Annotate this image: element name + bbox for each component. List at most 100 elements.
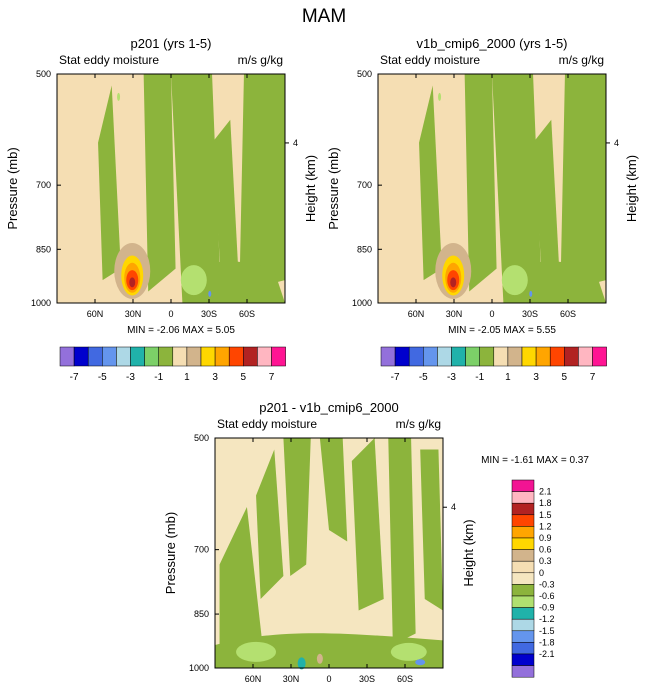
contour-region-negative [180, 265, 207, 296]
x-tick-label: 30S [522, 309, 538, 319]
colorbar-label: -1 [475, 372, 484, 383]
colorbar-swatch [73, 346, 89, 367]
contour-region-negative [212, 119, 240, 292]
y-tick-label: 1000 [189, 663, 209, 673]
colorbar-swatch [511, 479, 535, 492]
contour-region-negative [117, 92, 121, 101]
contour-region-negative [388, 438, 416, 645]
contour-region-negative [215, 633, 443, 668]
colorbar-label: 3 [533, 372, 539, 383]
x-tick-label: 60N [87, 309, 104, 319]
y-axis-label: Pressure (mb) [5, 147, 20, 229]
colorbar-label: 1 [505, 372, 511, 383]
contour-region-negative [415, 659, 426, 666]
contour-region-negative [283, 438, 311, 576]
colorbar-swatch [380, 346, 396, 367]
panel-v1b: v1b_cmip6_2000 (yrs 1-5) Stat eddy moistu… [326, 36, 639, 336]
panel-right-label: m/s g/kg [238, 53, 283, 67]
colorbar-label: 7 [590, 372, 596, 383]
contour-region-negative [98, 85, 121, 281]
colorbar-swatch [511, 560, 535, 574]
panel-title: v1b_cmip6_2000 (yrs 1-5) [416, 36, 567, 51]
contour-region-negative [351, 438, 384, 611]
colorbar-label: -1.5 [539, 626, 555, 636]
colorbar-swatch [493, 346, 509, 367]
y-tick-label: 500 [194, 433, 209, 443]
y2-axis-label: Height (km) [303, 155, 318, 222]
contour-region-negative [492, 74, 543, 303]
colorbar-swatch [511, 514, 535, 527]
colorbar-label: 0.3 [539, 556, 552, 566]
colorbar-label: -1.2 [539, 614, 555, 624]
colorbar-label: -0.6 [539, 591, 555, 601]
y2-axis-label: Height (km) [461, 519, 476, 586]
panel-title: p201 - v1b_cmip6_2000 [259, 400, 399, 415]
colorbar-swatch [200, 346, 216, 367]
colorbar-swatch [394, 346, 410, 367]
colorbar-label: -0.3 [539, 579, 555, 589]
x-tick-label: 60S [239, 309, 255, 319]
colorbar-swatch [511, 607, 535, 620]
colorbar-swatch [511, 618, 535, 632]
contour-region-negative [236, 641, 277, 662]
colorbar-label: -7 [391, 372, 400, 383]
colorbar-horizontal-left: -7 -5 -3 -1 1 3 5 7 [59, 346, 286, 383]
contour-region-positive [450, 277, 457, 288]
contour-region-negative [464, 74, 497, 292]
panel-right-label: m/s g/kg [559, 53, 604, 67]
colorbar-swatch [186, 346, 202, 367]
colorbar-swatch [511, 502, 535, 516]
panel-p201: p201 (yrs 1-5) Stat eddy moisture m/s g/kg… [5, 36, 318, 336]
y2-axis-label: Height (km) [624, 155, 639, 222]
y-tick-label: 1000 [31, 298, 51, 308]
colorbar-swatch [116, 346, 131, 367]
contour-region-negative [256, 449, 284, 599]
colorbar-swatch [257, 346, 272, 367]
contour-region-negative [189, 261, 285, 303]
panel-left-label: Stat eddy moisture [380, 53, 480, 67]
contour-region-negative [143, 74, 176, 292]
colorbar-swatch [144, 346, 159, 367]
y-tick-label: 700 [357, 180, 372, 190]
colorbar-swatch [451, 346, 466, 367]
colorbar-swatch [271, 346, 286, 367]
colorbar-swatch [511, 572, 535, 585]
contour-region-negative [297, 657, 306, 670]
y-axis-label: Pressure (mb) [326, 147, 341, 229]
colorbar-swatch [592, 346, 607, 367]
colorbar-swatch [511, 665, 535, 678]
panel-right-label: m/s g/kg [396, 417, 441, 431]
colorbar-swatch [87, 346, 103, 367]
colorbar-swatch [511, 491, 535, 504]
colorbar-swatch [564, 346, 579, 367]
contour-region-negative [171, 74, 222, 303]
panel-title: p201 (yrs 1-5) [131, 36, 212, 51]
contour-region-negative [219, 507, 266, 668]
x-tick-label: 60S [397, 674, 413, 684]
colorbar-swatch [408, 346, 424, 367]
colorbar-swatch [511, 653, 535, 666]
colorbar-swatch [511, 549, 535, 562]
contour-region-negative [560, 74, 606, 292]
y-tick-label: 700 [36, 180, 51, 190]
x-tick-label: 30N [125, 309, 142, 319]
y2-tick-label: 4 [614, 138, 619, 148]
colorbar-swatch [521, 346, 537, 367]
y-axis-label: Pressure (mb) [163, 512, 178, 594]
colorbar-swatch [228, 346, 244, 367]
colorbar-swatch [511, 584, 535, 597]
contour-region-negative [533, 119, 561, 292]
contour-region-negative [510, 261, 606, 303]
page-title: MAM [302, 6, 346, 27]
colorbar-swatch [578, 346, 593, 367]
y-tick-label: 850 [194, 609, 209, 619]
panel-left-label: Stat eddy moisture [217, 417, 317, 431]
x-tick-label: 30S [359, 674, 375, 684]
y-tick-label: 1000 [352, 298, 372, 308]
colorbar-swatch [243, 346, 258, 367]
contour-region-negative [319, 438, 348, 542]
contour-region-negative [208, 290, 212, 297]
colorbar-label: 0 [539, 568, 544, 578]
colorbar-label: 5 [562, 372, 568, 383]
